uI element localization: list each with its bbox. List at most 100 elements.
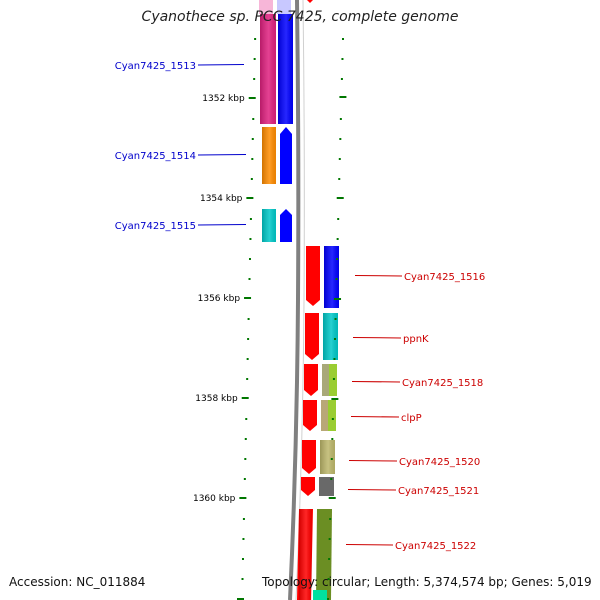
scale-dot bbox=[333, 358, 336, 360]
leader-line bbox=[345, 544, 394, 546]
gene-arrow-down bbox=[302, 440, 316, 474]
genome-backbone bbox=[288, 0, 301, 600]
scale-dot bbox=[241, 558, 244, 560]
scale-tick-major bbox=[328, 497, 336, 499]
gene-label[interactable]: clpP bbox=[401, 413, 422, 424]
scale-dot bbox=[333, 338, 336, 340]
gene-arrow-down bbox=[305, 313, 319, 360]
gene-bar-overlay bbox=[322, 364, 329, 396]
gene-bar-right bbox=[316, 509, 332, 600]
leader-line bbox=[350, 416, 400, 418]
gene-bar-overlay bbox=[321, 400, 328, 431]
scale-dot bbox=[251, 138, 254, 140]
scale-dot bbox=[249, 238, 252, 240]
faded-feature-blue bbox=[277, 0, 291, 14]
scale-dot bbox=[243, 478, 246, 480]
genome-title: Cyanothece sp. PCC 7425, complete genome bbox=[141, 9, 459, 25]
scale-dot bbox=[336, 238, 339, 240]
scale-dot bbox=[251, 158, 254, 160]
genome-backbone-inner bbox=[295, 0, 305, 600]
gene-label[interactable]: Cyan7425_1516 bbox=[404, 272, 485, 283]
scale-dot bbox=[253, 58, 256, 60]
scale-dot bbox=[329, 518, 332, 520]
scale-tick-major bbox=[248, 97, 256, 99]
scale-dot bbox=[330, 478, 333, 480]
leader-line bbox=[197, 224, 247, 226]
gene-bar-shade bbox=[323, 313, 338, 360]
leader-line bbox=[347, 489, 397, 491]
gene-bar-shade bbox=[324, 246, 339, 308]
scale-tick-major bbox=[331, 398, 339, 400]
gene-arrow-down bbox=[306, 246, 320, 306]
scale-tick-major bbox=[334, 298, 342, 300]
scale-dot bbox=[248, 258, 251, 260]
gene-bar-shade bbox=[260, 14, 276, 124]
scale-dot bbox=[338, 178, 341, 180]
faded-feature-pink bbox=[259, 0, 273, 14]
scale-dot bbox=[247, 318, 250, 320]
gene-ppnk[interactable] bbox=[305, 313, 338, 360]
scale-tick-major bbox=[244, 297, 252, 299]
scale-dot bbox=[331, 418, 334, 420]
scale-dot bbox=[241, 578, 244, 580]
gene-cyan7425-1514[interactable] bbox=[262, 127, 292, 184]
gene-cyan7425-1513[interactable] bbox=[260, 14, 293, 124]
leader-line bbox=[348, 460, 398, 462]
gene-label[interactable]: Cyan7425_1515 bbox=[115, 221, 196, 232]
gene-arrow-down bbox=[304, 364, 318, 396]
accession-label: Accession: NC_011884 bbox=[9, 575, 146, 589]
gene-cyan7425-1515[interactable] bbox=[262, 209, 292, 242]
gene-label[interactable]: Cyan7425_1521 bbox=[398, 486, 479, 497]
gene-clpp[interactable] bbox=[303, 400, 336, 431]
bottom-feature-teal bbox=[313, 590, 327, 600]
scale-dot bbox=[327, 578, 330, 580]
gene-arrow-down bbox=[303, 400, 317, 431]
gene-cyan7425-1518[interactable] bbox=[304, 364, 337, 396]
scale-dot bbox=[331, 438, 334, 440]
scale-tick-major bbox=[237, 598, 244, 600]
gene-label[interactable]: Cyan7425_1513 bbox=[115, 61, 196, 72]
scale-dot bbox=[244, 458, 247, 460]
gene-bar-shade bbox=[320, 440, 335, 474]
gene-bar-right bbox=[319, 477, 334, 496]
scale-dot bbox=[246, 358, 249, 360]
gene-bar-shade bbox=[262, 127, 276, 184]
gene-cyan7425-1522[interactable] bbox=[297, 509, 332, 600]
scale-tick-label: 1358 kbp bbox=[195, 394, 238, 404]
gene-bar-shade bbox=[299, 509, 312, 600]
scale-tick-major bbox=[246, 197, 254, 199]
scale-dot bbox=[244, 438, 247, 440]
scale-tick-major bbox=[239, 497, 247, 499]
scale-dot bbox=[242, 538, 245, 540]
leader-line bbox=[197, 154, 247, 156]
gene-cyan7425-1520[interactable] bbox=[302, 440, 335, 474]
scale-tick-label: 1352 kbp bbox=[202, 94, 245, 104]
gene-arrow-up bbox=[280, 209, 292, 242]
scale-tick-label: 1354 kbp bbox=[200, 194, 243, 204]
gene-label[interactable]: Cyan7425_1522 bbox=[395, 541, 476, 552]
gene-cyan7425-1516[interactable] bbox=[306, 246, 339, 308]
feature-fragment bbox=[307, 0, 313, 3]
gene-label[interactable]: Cyan7425_1518 bbox=[402, 378, 483, 389]
scale-dot bbox=[339, 138, 342, 140]
scale-dot bbox=[250, 178, 253, 180]
gene-label[interactable]: Cyan7425_1520 bbox=[399, 457, 480, 468]
scale-dot bbox=[247, 338, 250, 340]
scale-dot bbox=[254, 38, 257, 40]
gene-label[interactable]: ppnK bbox=[403, 334, 429, 345]
scale-dot bbox=[248, 278, 251, 280]
scale-dot bbox=[253, 78, 256, 80]
scale-tick-label: 1356 kbp bbox=[198, 294, 241, 304]
genome-summary: Topology: circular; Length: 5,374,574 bp… bbox=[262, 575, 592, 589]
gene-label[interactable]: Cyan7425_1514 bbox=[115, 151, 196, 162]
scale-tick-major bbox=[339, 96, 347, 98]
scale-dot bbox=[341, 58, 344, 60]
scale-dot bbox=[335, 278, 338, 280]
gene-bar-shade bbox=[262, 209, 276, 242]
scale-dot bbox=[246, 378, 249, 380]
gene-bar-shade bbox=[278, 14, 293, 124]
scale-tick-major bbox=[241, 397, 249, 399]
leader-line bbox=[352, 337, 402, 339]
gene-cyan7425-1521[interactable] bbox=[301, 477, 334, 496]
